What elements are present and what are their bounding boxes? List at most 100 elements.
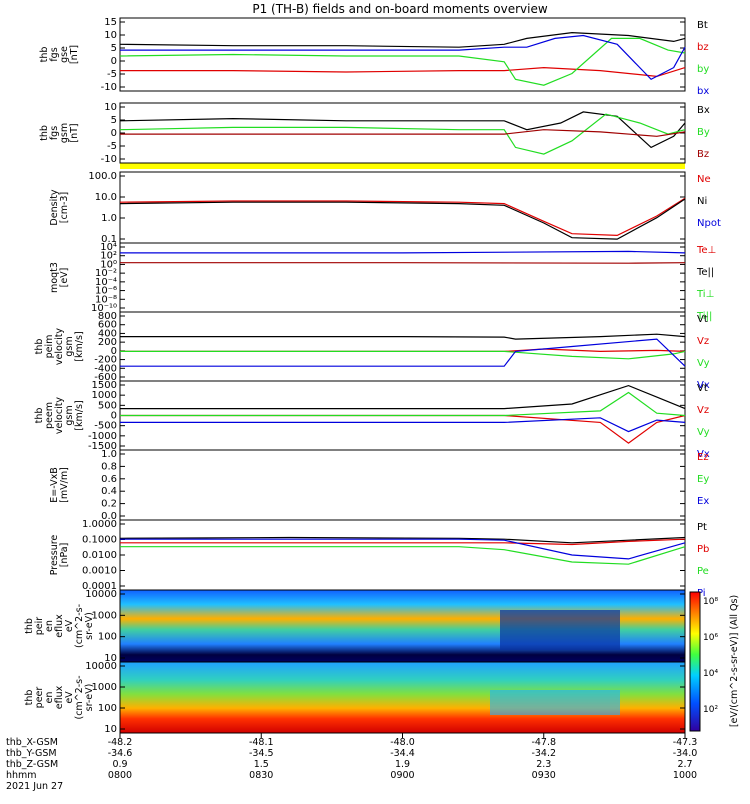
xaxis-value: 2.7 xyxy=(677,759,692,770)
legend-Vx: Vx xyxy=(697,380,710,391)
legend-Vt: Vt xyxy=(697,314,708,325)
series-fgs-gse-by xyxy=(119,37,686,86)
ytick-label: 15 xyxy=(104,17,117,28)
ytick-label: 0 xyxy=(111,56,117,67)
series-temperature-Te|| xyxy=(120,262,686,264)
ylabel-line: gsm xyxy=(59,123,70,143)
xaxis-value: 0830 xyxy=(249,770,273,781)
ytick-label: 1000 xyxy=(92,390,117,401)
legend-bz: bz xyxy=(697,42,709,53)
ytick-label: 0.8 xyxy=(101,461,117,472)
ytick-label: -5 xyxy=(107,69,117,80)
ylabel-line: en xyxy=(44,692,55,704)
ylabel-line: eV xyxy=(64,619,75,632)
ytick-label: 100 xyxy=(98,632,117,643)
ylabel-line: thb xyxy=(39,47,50,63)
ytick-label: 10000 xyxy=(85,589,117,600)
series-peem-velocity-Vt xyxy=(120,384,686,410)
legend-Ti⊥: Ti⊥ xyxy=(696,289,714,300)
series-pressure-Pe xyxy=(120,546,686,565)
ylabel-line: peer xyxy=(34,687,45,709)
ytick-label: -500 xyxy=(94,421,117,432)
ytick-label: 0.1 xyxy=(101,234,117,245)
legend-Npot: Npot xyxy=(697,218,721,229)
ytick-label: -600 xyxy=(94,372,117,383)
ylabel-line: [mV/m] xyxy=(59,467,70,503)
legend-Vx: Vx xyxy=(697,449,710,460)
legend-Ti||: Ti|| xyxy=(696,311,712,322)
ytick-label: 1.0 xyxy=(101,213,117,224)
series-peim-velocity-Vy xyxy=(120,350,686,360)
panel-frame-fgs-gsm xyxy=(119,102,686,164)
ytick-label: 1.0 xyxy=(101,449,117,460)
panel-frame-peim-velocity xyxy=(119,311,686,382)
ytick-label: 100 xyxy=(98,703,117,714)
ylabel-line: moqt3 xyxy=(49,262,60,293)
ylabel-line: peem xyxy=(44,402,55,429)
panel-frame-fgs-gse xyxy=(119,17,686,92)
xaxis-value: -48.1 xyxy=(249,737,274,748)
ylabel-line: [km/s] xyxy=(74,400,85,430)
ylabel-line: thb xyxy=(34,339,45,355)
series-peem-velocity-Vz xyxy=(120,414,686,444)
ytick-label: 1.0000 xyxy=(82,519,117,530)
xaxis-value: -47.8 xyxy=(531,737,556,748)
series-fgs-gse-bz xyxy=(120,66,686,78)
ylabel-line: thb xyxy=(34,408,45,424)
legend-Vz: Vz xyxy=(697,405,709,416)
ylabel-line: [nT] xyxy=(69,123,80,142)
ytick-label: 10⁻⁴ xyxy=(95,277,117,288)
ytick-label: -10 xyxy=(101,154,117,165)
ylabel-line: sr-eV) xyxy=(84,684,95,712)
ytick-label: 10⁻⁸ xyxy=(95,294,117,305)
colorbar-tick: 10⁸ xyxy=(703,597,718,607)
ylabel-line: Pressure xyxy=(49,535,60,576)
xaxis-value: 0930 xyxy=(532,770,556,781)
ylabel-line: thb xyxy=(24,690,35,706)
legend-Vz: Vz xyxy=(697,336,709,347)
legend-Ne: Ne xyxy=(697,174,711,185)
colorbar xyxy=(689,591,701,732)
xaxis-value: -47.3 xyxy=(673,737,698,748)
peer-low-flux-region xyxy=(490,690,620,715)
ylabel-line: gse xyxy=(59,46,70,63)
legend-Bt: Bt xyxy=(697,20,708,31)
legend-By: By xyxy=(697,127,710,138)
mode-bar xyxy=(120,163,685,169)
ytick-label: -400 xyxy=(94,363,117,374)
ylabel-line: [nPa] xyxy=(59,543,70,568)
series-fgs-gsm-Bz xyxy=(120,129,686,137)
ytick-label: 5 xyxy=(111,43,117,54)
panel-frame-efield xyxy=(119,449,686,521)
xaxis-value: -34.5 xyxy=(249,748,274,759)
ytick-label: 1000 xyxy=(92,610,117,621)
ylabel-line: eV xyxy=(64,691,75,704)
ytick-label: 10000 xyxy=(85,661,117,672)
ytick-label: 800 xyxy=(98,311,117,322)
ytick-label: -1000 xyxy=(88,431,117,442)
legend-Vy: Vy xyxy=(697,358,710,369)
ylabel-line: eflux xyxy=(54,614,65,638)
xaxis-value: -48.0 xyxy=(390,737,415,748)
ytick-label: -200 xyxy=(94,355,117,366)
ytick-label: 1000 xyxy=(92,682,117,693)
colorbar-tick: 10⁴ xyxy=(703,669,718,679)
legend-Ni: Ni xyxy=(697,196,707,207)
series-fgs-gse-Bt xyxy=(119,31,686,48)
ytick-label: 10⁻⁶ xyxy=(95,286,117,297)
ylabel-line: en xyxy=(44,620,55,632)
xaxis-value: 1.9 xyxy=(395,759,410,770)
ylabel-line: (cm^2-s- xyxy=(74,676,85,720)
series-fgs-gsm-By xyxy=(119,113,686,155)
ytick-label: 0.0100 xyxy=(82,550,117,561)
series-pressure-Pt xyxy=(119,536,686,544)
ylabel-line: gsm xyxy=(64,336,75,356)
ytick-label: 0.1000 xyxy=(82,535,117,546)
series-pressure-Pb xyxy=(120,538,686,546)
series-peem-velocity-Vx xyxy=(120,417,686,433)
series-fgs-gse-bx xyxy=(120,34,686,81)
legend-Ex: Ex xyxy=(697,496,709,507)
ylabel-line: thb xyxy=(39,125,50,141)
xaxis-value: -34.6 xyxy=(108,748,133,759)
